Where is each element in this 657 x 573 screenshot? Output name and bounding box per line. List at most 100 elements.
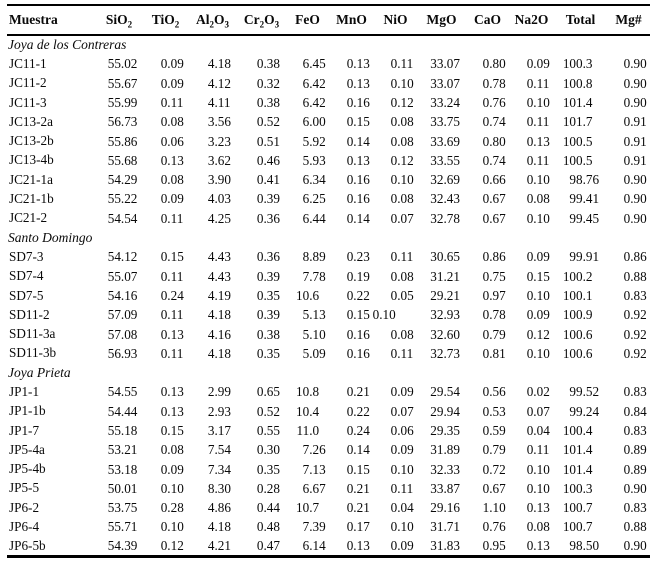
fraction-part: .67 (489, 480, 506, 496)
integer-part: 100 (562, 422, 583, 438)
integer-part: 3 (207, 422, 215, 438)
fraction-part: .6 (582, 345, 593, 361)
table-row: JC21-1b 55.22 0.09 4.03 0.39 6.25 0.16 0.08 32.4… (7, 189, 650, 208)
decimal-aligned-value: 4.43 (188, 250, 237, 263)
integer-part: 0 (390, 172, 398, 188)
cell-tio2: 0.15 (143, 421, 188, 440)
cell-feo: 6.34 (286, 170, 329, 189)
fraction-part: .10 (397, 75, 414, 91)
fraction-part: .10 (489, 500, 506, 516)
cell-nio: 0.08 (374, 267, 417, 286)
integer-part: 3 (207, 133, 215, 149)
table-row: JP5-4b 53.18 0.09 7.34 0.35 7.13 0.15 0.10 32.33… (7, 460, 650, 479)
integer-part: 0 (390, 538, 398, 554)
integer-part: 0 (346, 480, 354, 496)
cell-mgo: 29.94 (417, 402, 466, 421)
decimal-aligned-value: 0.11 (509, 115, 554, 128)
integer-part: 100 (562, 268, 583, 284)
decimal-aligned-value: 0.78 (466, 76, 509, 89)
integer-part: 10 (296, 287, 310, 303)
table-row: JC21-2 54.54 0.11 4.25 0.36 6.44 0.14 0.07 32.78… (7, 209, 650, 228)
fraction-part: .13 (309, 307, 326, 323)
header-text: SiO (105, 12, 128, 27)
sample-id: JC13-2a (9, 113, 53, 129)
fraction-part: .09 (397, 442, 414, 458)
fraction-part: .33 (443, 461, 460, 477)
integer-part: 100 (562, 480, 583, 496)
decimal-aligned-value: 0.07 (374, 212, 417, 225)
integer-part: 0 (482, 210, 490, 226)
integer-part: 0 (256, 75, 264, 91)
cell-mgo: 33.75 (417, 112, 466, 131)
decimal-aligned-value: 0.83 (607, 289, 650, 302)
integer-part: 100 (562, 307, 583, 323)
fraction-part: .19 (353, 268, 370, 284)
fraction-part: .09 (120, 307, 138, 323)
integer-part: 0 (256, 345, 264, 361)
integer-part: 3 (207, 114, 215, 130)
decimal-aligned-value: 10.7 (286, 501, 329, 514)
header-subscript: 3 (224, 19, 230, 30)
header-text: MnO (336, 12, 367, 27)
cell-al2o3: 4.21 (188, 537, 237, 556)
sample-id: JP1-7 (9, 422, 40, 438)
integer-part: 53 (107, 461, 121, 477)
integer-part: 0 (160, 442, 168, 458)
decimal-aligned-value: 7.54 (188, 443, 237, 456)
integer-part: 0 (526, 326, 534, 342)
decimal-aligned-value: 0.09 (509, 308, 554, 321)
fraction-part: .78 (443, 210, 460, 226)
fraction-part: .28 (167, 500, 184, 516)
fraction-part: .11 (214, 94, 231, 110)
integer-part: 0 (256, 307, 264, 323)
table-row: JC21-1a 54.29 0.08 3.90 0.41 6.34 0.16 0.10 32.6… (7, 170, 650, 189)
decimal-aligned-value: 7.39 (286, 520, 329, 533)
cell-tio2: 0.09 (143, 189, 188, 208)
fraction-part: .13 (167, 152, 184, 168)
fraction-part: .90 (630, 191, 647, 207)
decimal-aligned-value: 3.62 (188, 154, 237, 167)
cell-nio: 0.10 (374, 170, 417, 189)
integer-part: 30 (430, 249, 444, 265)
decimal-aligned-value: 32.43 (417, 192, 466, 205)
decimal-aligned-value: 0.23 (329, 250, 374, 263)
fraction-part: .16 (120, 287, 138, 303)
cell-mgo: 29.35 (417, 421, 466, 440)
decimal-aligned-value: 0.80 (466, 134, 509, 147)
cell-na2o: 0.13 (509, 498, 554, 517)
cell-nio: 0.12 (374, 93, 417, 112)
cell-al2o3: 4.18 (188, 305, 237, 324)
decimal-aligned-value: 29.16 (417, 501, 466, 514)
cell-total: 101.7 (554, 112, 607, 131)
cell-feo: 10.7 (286, 498, 329, 517)
decimal-aligned-value: 31.83 (417, 539, 466, 552)
decimal-aligned-value: 57.08 (95, 327, 143, 340)
cell-tio2: 0.24 (143, 286, 188, 305)
fraction-part: .45 (309, 56, 326, 72)
fraction-part: .16 (353, 345, 370, 361)
decimal-aligned-value: 0.11 (143, 308, 188, 321)
cell-cr2o3: 0.36 (237, 209, 286, 228)
decimal-aligned-value: 0.10 (509, 462, 554, 475)
cell-nio: 0.09 (374, 382, 417, 401)
fraction-part: .24 (353, 422, 370, 438)
integer-part: 0 (623, 442, 631, 458)
decimal-aligned-value: 33.07 (417, 57, 466, 70)
cell-cr2o3: 0.52 (237, 402, 286, 421)
fraction-part: .43 (214, 268, 231, 284)
fraction-part: .83 (630, 384, 647, 400)
fraction-part: .26 (309, 442, 326, 458)
decimal-aligned-value: 0.11 (143, 212, 188, 225)
integer-part: 0 (390, 500, 398, 516)
integer-part: 0 (623, 268, 631, 284)
fraction-part: .18 (214, 307, 231, 323)
integer-part: 0 (390, 403, 398, 419)
integer-part: 5 (302, 307, 310, 323)
decimal-aligned-value: 6.42 (286, 76, 329, 89)
cell-tio2: 0.09 (143, 460, 188, 479)
col-header-sio2: SiO2 (95, 5, 143, 36)
decimal-aligned-value: 0.90 (607, 57, 650, 70)
cell-mgnum: 0.89 (607, 460, 650, 479)
integer-part: 0 (390, 519, 398, 535)
fraction-part: .90 (630, 172, 647, 188)
